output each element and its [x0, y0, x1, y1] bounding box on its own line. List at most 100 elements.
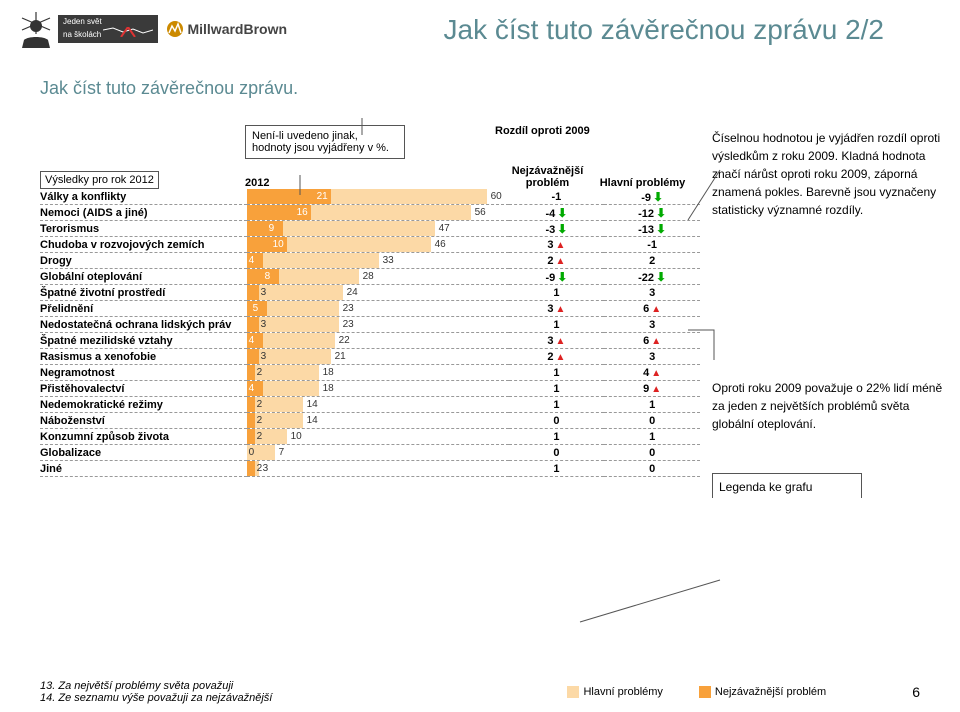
- row-diff1: 3▲: [509, 333, 605, 349]
- legend-hint: Legenda ke grafu: [712, 473, 862, 498]
- row-bars: 947: [247, 221, 509, 237]
- row-diff2: 0: [604, 413, 700, 429]
- clovek-v-tisni-logo: [16, 8, 56, 50]
- row-diff1: 1: [509, 461, 605, 477]
- millward-icon: [166, 20, 184, 38]
- row-bars: 23: [247, 461, 509, 477]
- row-bars: 433: [247, 253, 509, 269]
- swatch-serious: [699, 686, 711, 698]
- row-diff2: 0: [604, 461, 700, 477]
- row-diff2: -9⬇: [604, 189, 700, 205]
- footer-line1: 13. Za největší problémy světa považuji: [40, 680, 272, 692]
- side-annotations: Číselnou hodnotou je vyjádřen rozdíl opr…: [712, 125, 944, 498]
- row-bars: 828: [247, 269, 509, 285]
- legend-item-serious: Nejzávažnější problém: [699, 686, 826, 698]
- row-diff2: 9▲: [604, 381, 700, 397]
- header-bar: Jeden světna školách MillwardBrown Jak č…: [0, 0, 960, 50]
- row-diff1: 0: [509, 413, 605, 429]
- row-label: Konzumní způsob života: [40, 429, 247, 445]
- row-bars: 218: [247, 365, 509, 381]
- legend2-label: Nejzávažnější problém: [715, 686, 826, 698]
- col-year: 2012: [245, 177, 295, 189]
- annotation-1: Číselnou hodnotou je vyjádřen rozdíl opr…: [712, 129, 944, 219]
- table-row: Rasismus a xenofobie3212▲3: [40, 349, 700, 365]
- row-bars: 1656: [247, 205, 509, 221]
- table-row: Přelidnění5233▲6▲: [40, 301, 700, 317]
- page-subtitle: Jak číst tuto závěrečnou zprávu.: [0, 50, 960, 99]
- row-bars: 2160: [247, 189, 509, 205]
- row-diff2: 3: [604, 349, 700, 365]
- col-d1: Nejzávažnější problém: [500, 165, 595, 189]
- row-bars: 07: [247, 445, 509, 461]
- row-label: Přelidnění: [40, 301, 247, 317]
- row-label: Drogy: [40, 253, 247, 269]
- caption-box: Není-li uvedeno jinak, hodnoty jsou vyjá…: [245, 125, 405, 159]
- row-diff1: 1: [509, 397, 605, 413]
- page-number: 6: [912, 684, 920, 700]
- row-bars: 1046: [247, 237, 509, 253]
- row-diff1: -4⬇: [509, 205, 605, 221]
- row-diff2: -1: [604, 237, 700, 253]
- row-label: Nedemokratické režimy: [40, 397, 247, 413]
- table-row: Války a konflikty2160-1-9⬇: [40, 189, 700, 205]
- row-bars: 418: [247, 381, 509, 397]
- row-label: Války a konflikty: [40, 189, 247, 205]
- row-label: Rasismus a xenofobie: [40, 349, 247, 365]
- table-row: Chudoba v rozvojových zemích10463▲-1: [40, 237, 700, 253]
- row-bars: 214: [247, 413, 509, 429]
- row-diff1: -1: [509, 189, 605, 205]
- row-label: Globální oteplování: [40, 269, 247, 285]
- table-row: Špatné mezilidské vztahy4223▲6▲: [40, 333, 700, 349]
- table-row: Nemoci (AIDS a jiné)1656-4⬇-12⬇: [40, 205, 700, 221]
- row-label: Nemoci (AIDS a jiné): [40, 205, 247, 221]
- table-row: Jiné2310: [40, 461, 700, 477]
- jeden-svet-logo: Jeden světna školách: [58, 15, 158, 43]
- row-diff2: 6▲: [604, 333, 700, 349]
- row-label: Nedostatečná ochrana lidských práv: [40, 317, 247, 333]
- row-diff1: 0: [509, 445, 605, 461]
- table-row: Negramotnost21814▲: [40, 365, 700, 381]
- page-title: Jak číst tuto závěrečnou zprávu 2/2: [444, 8, 944, 46]
- table-row: Konzumní způsob života21011: [40, 429, 700, 445]
- chart-table-area: Není-li uvedeno jinak, hodnoty jsou vyjá…: [40, 125, 700, 498]
- legend1-label: Hlavní problémy: [583, 686, 662, 698]
- row-bars: 324: [247, 285, 509, 301]
- row-label: Jiné: [40, 461, 247, 477]
- row-bars: 321: [247, 349, 509, 365]
- row-bars: 523: [247, 301, 509, 317]
- legend-item-main: Hlavní problémy: [567, 686, 662, 698]
- table-row: Globalizace0700: [40, 445, 700, 461]
- row-label: Negramotnost: [40, 365, 247, 381]
- results-label-box: Výsledky pro rok 2012: [40, 171, 159, 189]
- row-diff1: 3▲: [509, 301, 605, 317]
- millward-text: MillwardBrown: [187, 21, 287, 37]
- table-row: Globální oteplování828-9⬇-22⬇: [40, 269, 700, 285]
- row-diff2: 6▲: [604, 301, 700, 317]
- row-diff1: -3⬇: [509, 221, 605, 237]
- row-diff2: -22⬇: [604, 269, 700, 285]
- row-diff2: 4▲: [604, 365, 700, 381]
- top-annotation-row: Není-li uvedeno jinak, hodnoty jsou vyjá…: [40, 125, 700, 159]
- footer-line2: 14. Ze seznamu výše považuji za nejzávaž…: [40, 692, 272, 704]
- table-row: Drogy4332▲2: [40, 253, 700, 269]
- row-diff1: 2▲: [509, 253, 605, 269]
- row-diff2: 1: [604, 429, 700, 445]
- row-diff2: 3: [604, 285, 700, 301]
- row-bars: 323: [247, 317, 509, 333]
- row-diff2: 0: [604, 445, 700, 461]
- logos: Jeden světna školách MillwardBrown: [16, 8, 287, 50]
- row-label: Terorismus: [40, 221, 247, 237]
- table-row: Špatné životní prostředí32413: [40, 285, 700, 301]
- swatch-main: [567, 686, 579, 698]
- row-diff1: 3▲: [509, 237, 605, 253]
- data-table: Války a konflikty2160-1-9⬇Nemoci (AIDS a…: [40, 189, 700, 477]
- table-row: Terorismus947-3⬇-13⬇: [40, 221, 700, 237]
- row-label: Náboženství: [40, 413, 247, 429]
- row-diff2: -13⬇: [604, 221, 700, 237]
- row-bars: 214: [247, 397, 509, 413]
- row-label: Globalizace: [40, 445, 247, 461]
- row-bars: 422: [247, 333, 509, 349]
- row-diff2: 1: [604, 397, 700, 413]
- row-diff2: -12⬇: [604, 205, 700, 221]
- row-diff1: 1: [509, 365, 605, 381]
